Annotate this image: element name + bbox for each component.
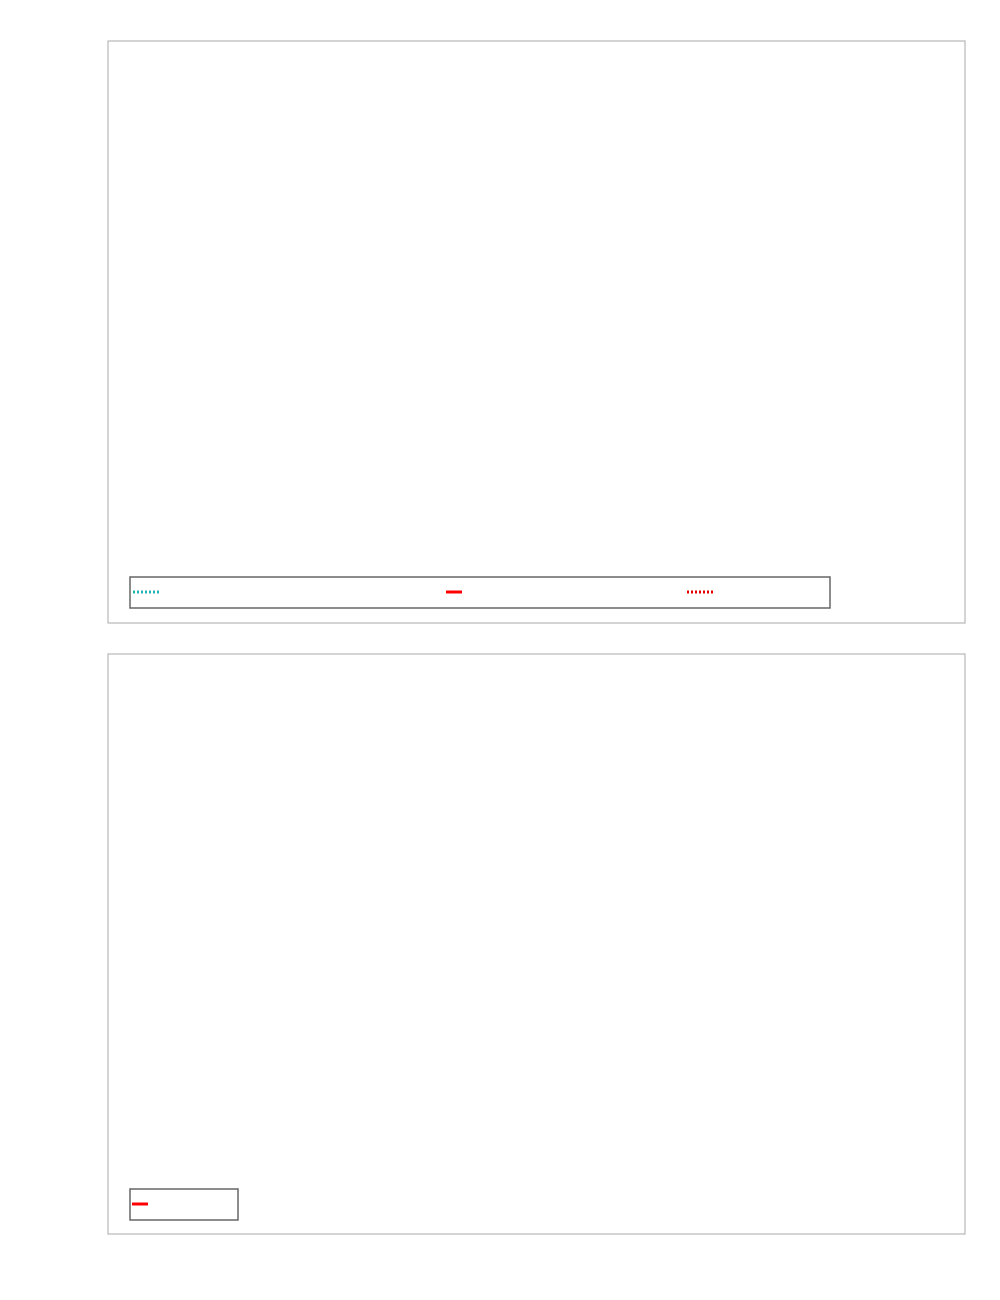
- top-legend: [129, 576, 831, 609]
- top-plot-area: [107, 40, 966, 624]
- bottom-panel: [107, 653, 966, 1235]
- top-panel: [107, 40, 966, 624]
- bottom-legend: [129, 1188, 239, 1221]
- bottom-plot-area: [107, 653, 966, 1235]
